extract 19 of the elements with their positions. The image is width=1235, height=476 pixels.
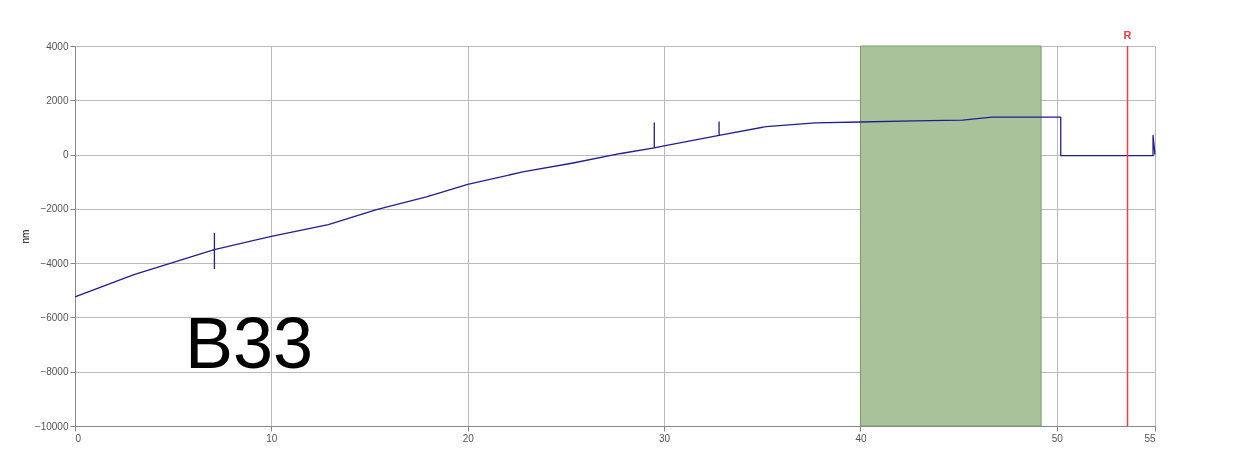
y-axis-title: nm bbox=[19, 229, 31, 244]
y-tick-label: 0 bbox=[62, 149, 69, 161]
y-tick-label: −2000 bbox=[40, 203, 69, 215]
y-tick-label: −8000 bbox=[40, 366, 69, 378]
x-tick-label: 0 bbox=[75, 432, 82, 444]
x-tick-label: 55 bbox=[1144, 432, 1156, 444]
y-tick-label: −4000 bbox=[40, 257, 69, 269]
y-tick-label: 4000 bbox=[46, 40, 69, 52]
y-tick-label: 2000 bbox=[46, 94, 69, 106]
y-tick-label: −10000 bbox=[34, 420, 69, 432]
x-tick-label: 40 bbox=[855, 432, 867, 444]
annotation: B33 bbox=[185, 303, 314, 383]
ref-line-label: R bbox=[1123, 29, 1132, 41]
y-tick-label: −6000 bbox=[40, 311, 69, 323]
x-tick-label: 20 bbox=[462, 432, 475, 444]
x-tick-label: 10 bbox=[266, 432, 278, 444]
x-tick-label: 30 bbox=[659, 432, 671, 444]
line-series bbox=[74, 116, 1156, 298]
x-tick-label: 50 bbox=[1051, 432, 1064, 444]
